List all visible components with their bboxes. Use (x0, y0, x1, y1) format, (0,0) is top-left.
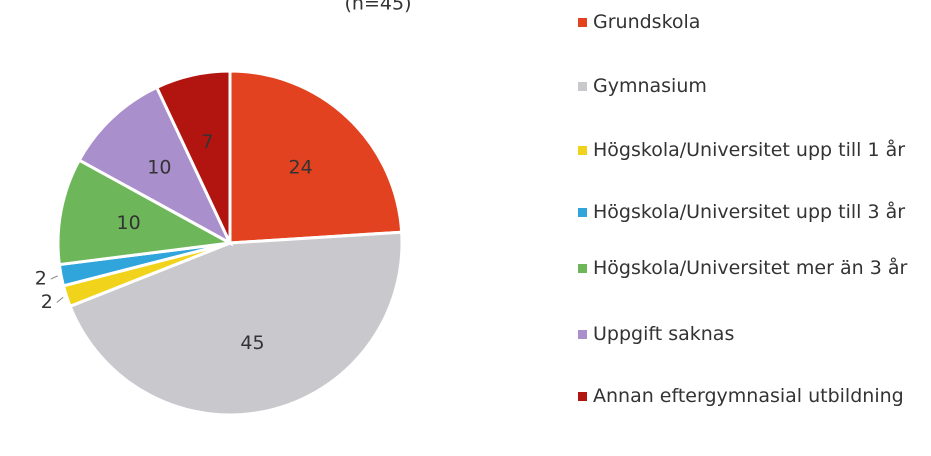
legend-label: Högskola/Universitet upp till 3 år (593, 201, 906, 223)
legend-label: Högskola/Universitet mer än 3 år (593, 257, 908, 279)
pie-slice (77, 85, 234, 247)
legend-label: Gymnasium (593, 75, 707, 97)
data-label: 10 (117, 212, 141, 234)
data-label: 24 (289, 156, 313, 178)
legend-swatch (578, 18, 587, 27)
legend-item: Grundskola (578, 10, 928, 34)
legend-item: Högskola/Universitet upp till 3 år (578, 200, 928, 224)
pie-slice (228, 69, 404, 245)
legend-swatch (578, 146, 587, 155)
legend-item: Gymnasium (578, 74, 928, 98)
data-label: 45 (240, 332, 264, 354)
pie-chart: (n=45) 24 45 22 10 10 7 (35, 0, 412, 417)
leader-line (50, 275, 58, 280)
data-label: 2 (35, 268, 47, 290)
chart-subtitle: (n=45) (345, 0, 412, 15)
legend-label: Uppgift saknas (593, 323, 735, 345)
legend-label: Annan eftergymnasial utbildning (593, 385, 904, 407)
legend-swatch (578, 208, 587, 217)
pie-slice (154, 69, 232, 244)
data-label: 7 (201, 131, 213, 153)
data-label: 10 (147, 156, 171, 178)
pie-slice (56, 158, 235, 267)
legend-item: Högskola/Universitet upp till 1 år (578, 138, 928, 162)
legend: Grundskola Gymnasium Högskola/Universitet … (578, 0, 928, 456)
data-label: 2 (41, 291, 53, 313)
legend-swatch (578, 82, 587, 91)
pie-slice (68, 230, 404, 417)
legend-swatch (578, 330, 587, 339)
legend-swatch (578, 264, 587, 273)
legend-label: Högskola/Universitet upp till 1 år (593, 139, 906, 161)
legend-item: Annan eftergymnasial utbildning (578, 384, 928, 408)
leader-line (56, 296, 64, 303)
legend-item: Uppgift saknas (578, 322, 928, 346)
legend-swatch (578, 392, 587, 401)
legend-item: Högskola/Universitet mer än 3 år (578, 256, 928, 280)
legend-label: Grundskola (593, 11, 701, 33)
